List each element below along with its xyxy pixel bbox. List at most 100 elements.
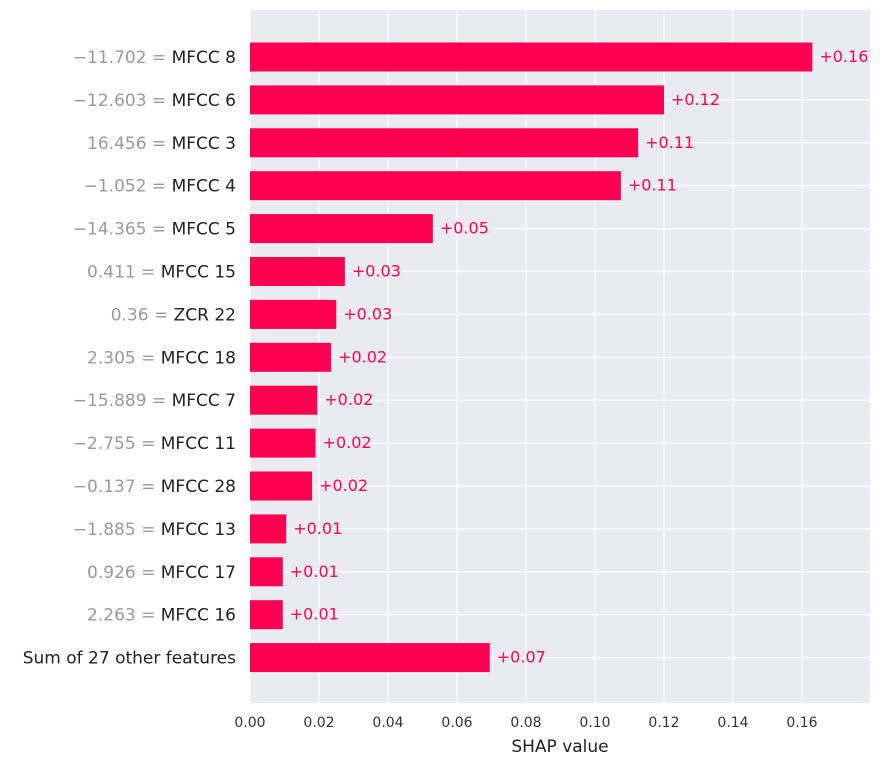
feature-labels: −11.702 = MFCC 8 −12.603 = MFCC 6 16.456 =… [23, 48, 236, 669]
bar-value-label: +0.02 [323, 433, 372, 452]
feature-value: −15.889 [73, 391, 147, 411]
feature-name: MFCC 18 [161, 348, 236, 368]
bar-value-label: +0.05 [440, 219, 489, 238]
feature-name: Sum of 27 other features [23, 649, 236, 669]
equals-sign: = [147, 91, 172, 111]
feature-label: 2.263 = MFCC 16 [87, 606, 236, 626]
feature-label: −12.603 = MFCC 6 [73, 91, 236, 111]
equals-sign: = [149, 305, 174, 325]
feature-value: −11.702 [73, 48, 147, 68]
feature-value: 2.263 [87, 606, 136, 626]
feature-value: 2.305 [87, 348, 136, 368]
equals-sign: = [136, 348, 161, 368]
bar-value-label: +0.03 [352, 262, 401, 281]
x-tick-label: 0.08 [510, 715, 541, 731]
equals-sign: = [136, 563, 161, 583]
feature-value: 16.456 [87, 134, 146, 154]
feature-value: −1.052 [84, 177, 147, 197]
shap-bar [250, 385, 318, 415]
feature-name: MFCC 3 [172, 134, 236, 154]
feature-label: 0.411 = MFCC 15 [87, 263, 236, 283]
shap-bar [250, 85, 664, 115]
bar-value-label: +0.03 [343, 304, 392, 323]
shap-bar [250, 128, 639, 158]
feature-value: −2.755 [73, 434, 136, 454]
feature-label: −0.137 = MFCC 28 [73, 477, 236, 497]
feature-label: 0.36 = ZCR 22 [111, 305, 236, 325]
feature-name: MFCC 13 [161, 520, 236, 540]
feature-name: MFCC 15 [161, 263, 236, 283]
feature-value: 0.926 [87, 563, 136, 583]
feature-label: −1.052 = MFCC 4 [84, 177, 236, 197]
shap-bar [250, 557, 283, 587]
feature-label: −1.885 = MFCC 13 [73, 520, 236, 540]
feature-label: 16.456 = MFCC 3 [87, 134, 236, 154]
feature-value: −0.137 [73, 477, 136, 497]
bar-value-label: +0.01 [293, 519, 342, 538]
x-axis-label: SHAP value [511, 737, 608, 757]
shap-bar [250, 342, 332, 372]
feature-value: −14.365 [73, 220, 147, 240]
feature-label: 2.305 = MFCC 18 [87, 348, 236, 368]
bars: +0.16 +0.12 +0.11 +0.11 +0.05 +0.03 +0.03 +0.02… [250, 42, 868, 673]
equals-sign: = [147, 177, 172, 197]
feature-name: MFCC 11 [161, 434, 236, 454]
shap-bar [250, 214, 433, 244]
feature-value: 0.411 [87, 263, 136, 283]
plot-area [250, 10, 870, 703]
equals-sign: = [147, 391, 172, 411]
equals-sign: = [147, 134, 172, 154]
bar-value-label: +0.12 [671, 90, 720, 109]
bar-value-label: +0.16 [819, 47, 868, 66]
feature-name: MFCC 17 [161, 563, 236, 583]
feature-value: 0.36 [111, 305, 149, 325]
x-tick-label: 0.06 [441, 715, 472, 731]
x-tick-label: 0.02 [303, 715, 334, 731]
shap-bar [250, 428, 316, 458]
x-tick-label: 0.12 [648, 715, 679, 731]
feature-name: MFCC 7 [172, 391, 236, 411]
bar-value-label: +0.02 [324, 390, 373, 409]
bar-value-label: +0.01 [290, 562, 339, 581]
bar-value-label: +0.02 [319, 476, 368, 495]
shap-bar [250, 514, 287, 544]
equals-sign: = [136, 477, 161, 497]
feature-label: 0.926 = MFCC 17 [87, 563, 236, 583]
feature-value: −1.885 [73, 520, 136, 540]
feature-name: MFCC 28 [161, 477, 236, 497]
bar-value-label: +0.11 [628, 176, 677, 195]
shap-bar [250, 42, 813, 72]
shap-bar [250, 643, 490, 673]
equals-sign: = [136, 520, 161, 540]
bar-value-label: +0.02 [338, 347, 387, 366]
x-tick-label: 0.04 [372, 715, 403, 731]
x-tick-label: 0.16 [786, 715, 817, 731]
feature-name: MFCC 8 [172, 48, 236, 68]
x-tick-label: 0.10 [579, 715, 610, 731]
equals-sign: = [147, 48, 172, 68]
equals-sign: = [136, 263, 161, 283]
feature-label: −11.702 = MFCC 8 [73, 48, 236, 68]
equals-sign: = [147, 220, 172, 240]
bar-value-label: +0.01 [290, 605, 339, 624]
shap-bar [250, 600, 283, 630]
feature-name: MFCC 16 [161, 606, 236, 626]
feature-name: MFCC 5 [172, 220, 236, 240]
equals-sign: = [136, 606, 161, 626]
feature-name: ZCR 22 [174, 305, 236, 325]
shap-bar [250, 471, 313, 501]
feature-label: Sum of 27 other features [23, 649, 236, 669]
x-tick-label: 0.14 [717, 715, 748, 731]
shap-bar [250, 171, 621, 201]
feature-value: −12.603 [73, 91, 147, 111]
feature-name: MFCC 4 [172, 177, 236, 197]
feature-label: −14.365 = MFCC 5 [73, 220, 236, 240]
feature-name: MFCC 6 [172, 91, 236, 111]
shap-bar [250, 299, 337, 329]
feature-label: −2.755 = MFCC 11 [73, 434, 236, 454]
x-axis-ticks: 0.00 0.02 0.04 0.06 0.08 0.10 0.12 0.14 0.16 [234, 715, 817, 731]
equals-sign: = [136, 434, 161, 454]
bar-value-label: +0.07 [497, 648, 546, 667]
feature-label: −15.889 = MFCC 7 [73, 391, 236, 411]
